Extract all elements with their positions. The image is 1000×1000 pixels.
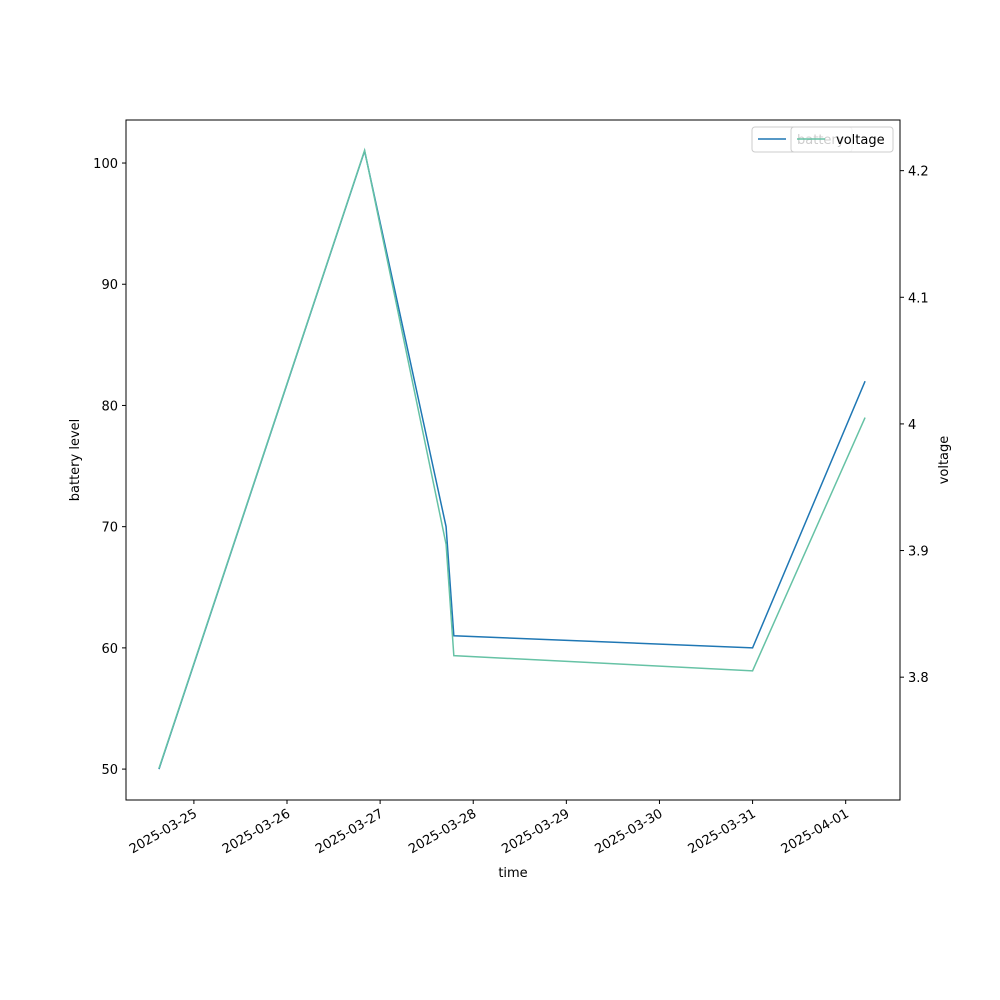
y2-tick-label: 4.1 bbox=[908, 291, 929, 306]
y-tick-label: 100 bbox=[93, 157, 118, 172]
legend-label: voltage bbox=[836, 133, 885, 148]
plot-frame bbox=[125, 119, 901, 801]
y-tick-label: 80 bbox=[101, 399, 118, 414]
y-axis-label: battery level bbox=[68, 419, 83, 502]
legend-box bbox=[790, 126, 894, 153]
y-tick-label: 50 bbox=[101, 763, 118, 778]
y2-tick-label: 4.2 bbox=[908, 165, 929, 180]
y-tick-label: 60 bbox=[101, 642, 118, 657]
y2-tick-label: 3.8 bbox=[908, 671, 929, 686]
y-tick-label: 70 bbox=[101, 521, 118, 536]
y2-axis-label: voltage bbox=[937, 436, 952, 485]
series-line bbox=[158, 147, 866, 769]
y2-tick-label: 4 bbox=[908, 418, 916, 433]
y-tick-label: 90 bbox=[101, 278, 118, 293]
y2-tick-label: 3.9 bbox=[908, 545, 929, 560]
x-axis-label: time bbox=[498, 866, 527, 881]
